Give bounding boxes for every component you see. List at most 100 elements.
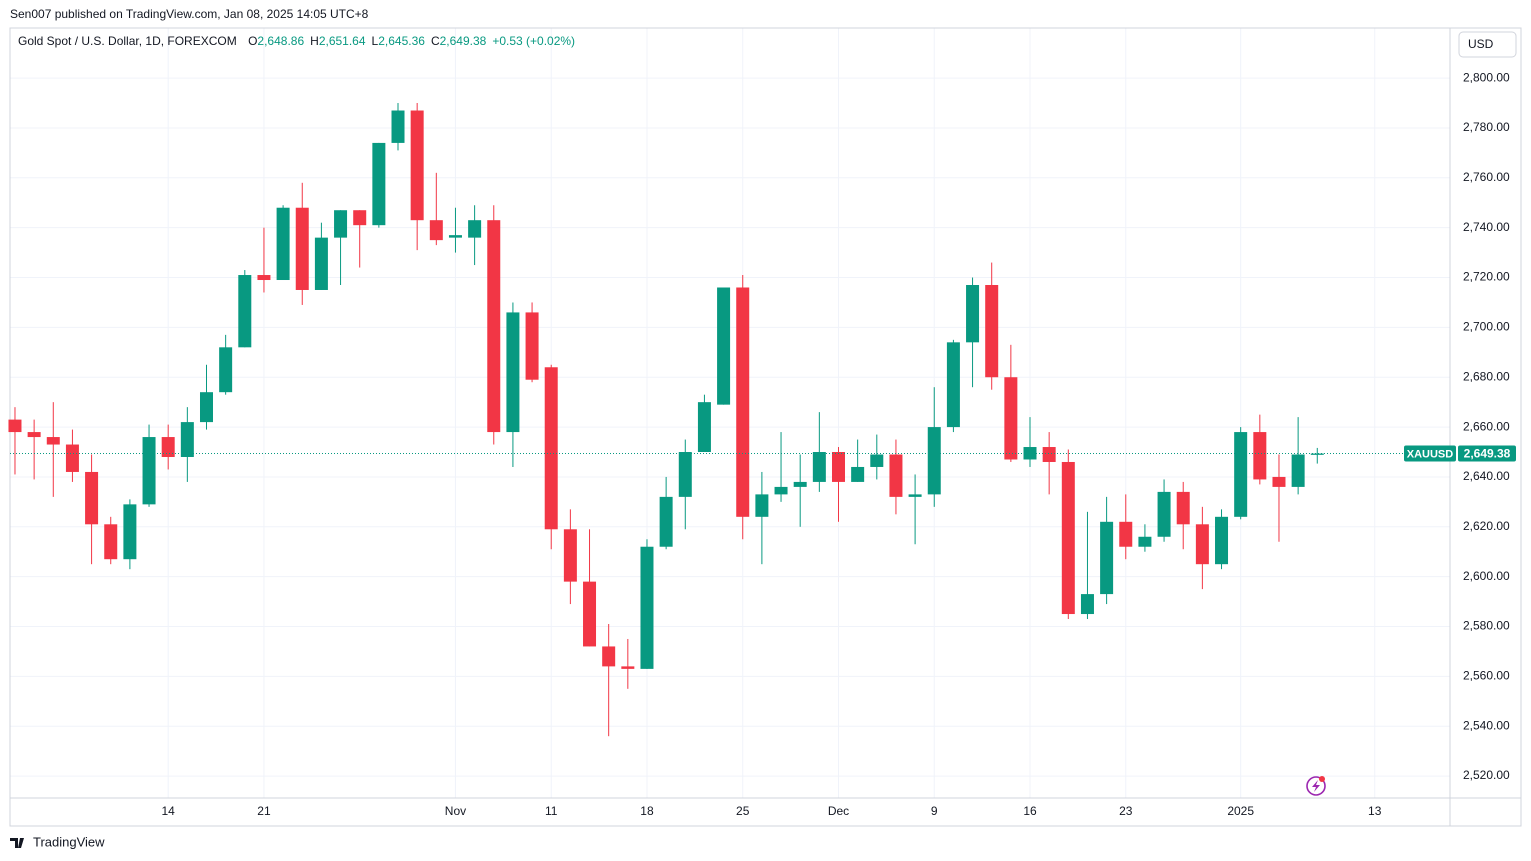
candle-body [697, 402, 711, 453]
candle-body [889, 454, 903, 497]
candle-body [851, 466, 865, 482]
y-tick-label: 2,740.00 [1463, 220, 1510, 234]
candle-body [8, 419, 22, 433]
symbol-title: Gold Spot / U.S. Dollar, 1D, FOREXCOM [18, 34, 237, 48]
ohlc-key: O [248, 34, 257, 48]
candle-body [161, 437, 175, 457]
candle-body [353, 210, 367, 226]
candle-body [640, 546, 654, 669]
candle-body [487, 220, 501, 433]
y-tick-label: 2,780.00 [1463, 120, 1510, 134]
candle-body [123, 504, 137, 560]
candle-body [621, 666, 635, 669]
candle-body [1234, 432, 1248, 517]
candles [8, 103, 1324, 737]
ohlc-value: 2,648.86 [257, 34, 304, 48]
x-tick-label: 25 [736, 804, 750, 818]
candle-body [219, 347, 233, 393]
candle-body [1310, 453, 1324, 455]
tradingview-logo: TradingView [10, 834, 105, 849]
candle-body [1176, 491, 1190, 525]
x-tick-label: Nov [445, 804, 466, 818]
x-tick-label: 21 [257, 804, 271, 818]
y-tick-label: 2,600.00 [1463, 569, 1510, 583]
candle-body [276, 207, 290, 281]
candle-body [755, 494, 769, 517]
candle-body [717, 287, 731, 405]
ohlc-key: L [372, 34, 379, 48]
ohlc-value: 2,651.64 [319, 34, 366, 48]
change: +0.53 (+0.02%) [492, 34, 575, 48]
currency-label[interactable]: USD [1468, 37, 1494, 51]
candle-body [27, 432, 41, 438]
candle-body [659, 496, 673, 547]
candle-body [506, 312, 520, 433]
candle-body [583, 581, 597, 647]
candle-body [372, 142, 386, 226]
symbol-tag [1404, 445, 1456, 462]
candle-body [1138, 536, 1152, 547]
candle-body [85, 471, 99, 525]
ohlc-value: 2,645.36 [378, 34, 425, 48]
candle-body [334, 210, 348, 238]
candle-body [831, 452, 845, 482]
candle-body [429, 220, 443, 241]
candle-body [563, 529, 577, 582]
y-tick-label: 2,640.00 [1463, 469, 1510, 483]
y-tick-label: 2,660.00 [1463, 419, 1510, 433]
candle-body [793, 481, 807, 487]
candle-body [46, 437, 60, 445]
candle-body [966, 284, 980, 343]
candle-body [1195, 524, 1209, 565]
ohlc-key: C [431, 34, 440, 48]
y-tick-label: 2,800.00 [1463, 70, 1510, 84]
x-tick-label: 18 [640, 804, 654, 818]
x-tick-label: 13 [1368, 804, 1382, 818]
ohlc-key: H [310, 34, 319, 48]
y-tick-label: 2,720.00 [1463, 270, 1510, 284]
candle-body [1061, 461, 1075, 615]
footer-brand: TradingView [33, 834, 105, 849]
candle-body [1272, 476, 1286, 487]
currency-button[interactable] [1458, 31, 1517, 58]
x-tick-label: 9 [931, 804, 938, 818]
candle-body [774, 486, 788, 495]
candle-body [908, 494, 922, 497]
price-tag-label: 2,649.38 [1464, 447, 1511, 461]
candle-body [391, 110, 405, 143]
symbol-label: XAUUSD [1407, 448, 1454, 460]
ohlc-value: 2,649.38 [440, 34, 487, 48]
candle-body [602, 646, 616, 667]
candle-body [199, 392, 213, 423]
y-tick-label: 2,580.00 [1463, 619, 1510, 633]
candle-body [142, 437, 156, 505]
y-tick-label: 2,560.00 [1463, 669, 1510, 683]
candle-body [1291, 454, 1305, 487]
candle-body [1157, 491, 1171, 537]
candle-body [544, 367, 558, 530]
x-tick-label: 11 [545, 804, 558, 818]
candle-body [736, 287, 750, 517]
candle-body [448, 235, 462, 238]
alert-icon[interactable] [1306, 776, 1326, 796]
candle-body [1042, 447, 1056, 462]
candle-body [1119, 521, 1133, 547]
candle-body [1080, 594, 1094, 615]
x-tick-label: 16 [1023, 804, 1037, 818]
candle-body [1004, 377, 1018, 460]
y-tick-label: 2,760.00 [1463, 170, 1510, 184]
candle-body [1100, 521, 1114, 595]
y-tick-label: 2,620.00 [1463, 519, 1510, 533]
y-tick-label: 2,680.00 [1463, 369, 1510, 383]
y-tick-label: 2,520.00 [1463, 768, 1510, 782]
x-tick-label: 2025 [1227, 804, 1254, 818]
candle-body [295, 207, 309, 290]
candle-body [927, 427, 941, 495]
price-tag [1458, 445, 1516, 462]
candle-body [410, 110, 424, 221]
symbol-legend: Gold Spot / U.S. Dollar, 1D, FOREXCOM O2… [18, 34, 575, 48]
candle-body [238, 275, 252, 348]
candle-body [812, 452, 826, 482]
candle-body [104, 524, 118, 560]
